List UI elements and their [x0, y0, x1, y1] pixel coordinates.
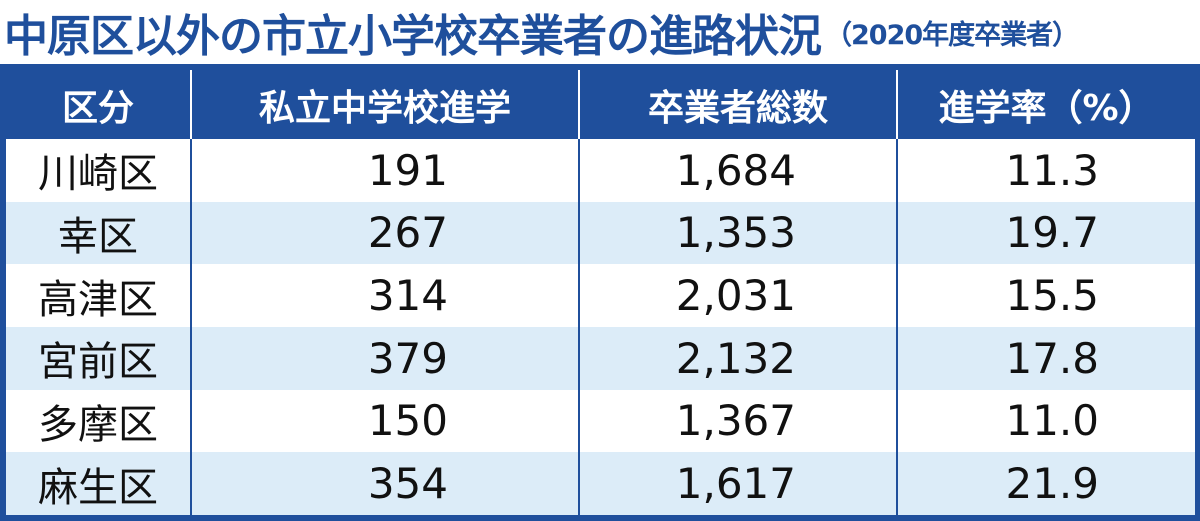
table-header-row: 区分 私立中学校進学 卒業者総数 進学率（%） [6, 70, 1195, 139]
private-count-cell: 150 [190, 389, 579, 453]
district-cell: 幸区 [6, 201, 191, 265]
title-main: 中原区以外の市立小学校卒業者の進路状況 [4, 11, 822, 62]
table-row: 麻生区 354 1,617 21.9 [6, 452, 1195, 515]
rate-cell: 21.9 [896, 452, 1195, 515]
header-rate: 進学率（%） [896, 70, 1195, 139]
private-count-cell: 354 [190, 452, 579, 515]
page-title: 中原区以外の市立小学校卒業者の進路状況 （2020年度卒業者） [0, 0, 1200, 64]
rate-cell: 11.0 [896, 389, 1195, 453]
header-district: 区分 [61, 87, 134, 129]
total-count-cell: 1,367 [578, 389, 897, 453]
title-subtitle: （2020年度卒業者） [825, 19, 1079, 51]
results-table-frame: 区分 私立中学校進学 卒業者総数 進学率（%） 川崎区 191 1,684 11… [0, 64, 1200, 521]
district-cell: 宮前区 [6, 326, 191, 390]
table-row: 高津区 314 2,031 15.5 [6, 264, 1195, 327]
rate-cell: 17.8 [896, 326, 1195, 390]
results-table: 区分 私立中学校進学 卒業者総数 進学率（%） 川崎区 191 1,684 11… [6, 70, 1195, 515]
private-count-cell: 314 [190, 264, 579, 327]
total-count-cell: 1,353 [578, 201, 897, 265]
table-row: 宮前区 379 2,132 17.8 [6, 326, 1195, 390]
header-private-school: 私立中学校進学 [190, 70, 579, 139]
total-count-cell: 1,617 [578, 452, 897, 515]
header-total-graduates: 卒業者総数 [578, 70, 897, 139]
private-count-cell: 267 [190, 201, 579, 265]
table-row: 多摩区 150 1,367 11.0 [6, 389, 1195, 453]
district-cell: 麻生区 [6, 452, 191, 515]
table-row: 幸区 267 1,353 19.7 [6, 201, 1195, 265]
district-cell: 多摩区 [6, 389, 191, 453]
district-cell: 高津区 [6, 264, 191, 327]
table-row: 川崎区 191 1,684 11.3 [6, 139, 1195, 202]
district-cell: 川崎区 [6, 139, 191, 202]
rate-cell: 15.5 [896, 264, 1195, 327]
private-count-cell: 379 [190, 326, 579, 390]
total-count-cell: 2,031 [578, 264, 897, 327]
total-count-cell: 1,684 [578, 139, 897, 202]
rate-cell: 11.3 [896, 139, 1195, 202]
private-count-cell: 191 [190, 139, 579, 202]
rate-cell: 19.7 [896, 201, 1195, 265]
total-count-cell: 2,132 [578, 326, 897, 390]
